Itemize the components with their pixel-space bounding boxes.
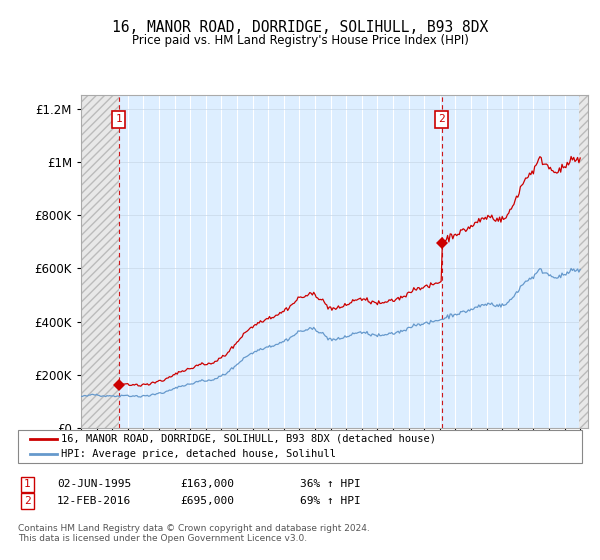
Text: Price paid vs. HM Land Registry's House Price Index (HPI): Price paid vs. HM Land Registry's House …: [131, 34, 469, 46]
Text: 1: 1: [115, 114, 122, 124]
Text: 1: 1: [24, 479, 31, 489]
Bar: [579, 95, 596, 428]
Text: 12-FEB-2016: 12-FEB-2016: [57, 496, 131, 506]
Text: 2: 2: [24, 496, 31, 506]
Text: 2: 2: [438, 114, 445, 124]
Text: £163,000: £163,000: [180, 479, 234, 489]
Text: HPI: Average price, detached house, Solihull: HPI: Average price, detached house, Soli…: [61, 449, 336, 459]
Text: 16, MANOR ROAD, DORRIDGE, SOLIHULL, B93 8DX (detached house): 16, MANOR ROAD, DORRIDGE, SOLIHULL, B93 …: [61, 434, 436, 444]
Text: £695,000: £695,000: [180, 496, 234, 506]
Text: Contains HM Land Registry data © Crown copyright and database right 2024.
This d: Contains HM Land Registry data © Crown c…: [18, 524, 370, 543]
Text: 36% ↑ HPI: 36% ↑ HPI: [300, 479, 361, 489]
Bar: [81, 95, 119, 428]
Text: 69% ↑ HPI: 69% ↑ HPI: [300, 496, 361, 506]
Text: 16, MANOR ROAD, DORRIDGE, SOLIHULL, B93 8DX: 16, MANOR ROAD, DORRIDGE, SOLIHULL, B93 …: [112, 20, 488, 35]
Text: 02-JUN-1995: 02-JUN-1995: [57, 479, 131, 489]
